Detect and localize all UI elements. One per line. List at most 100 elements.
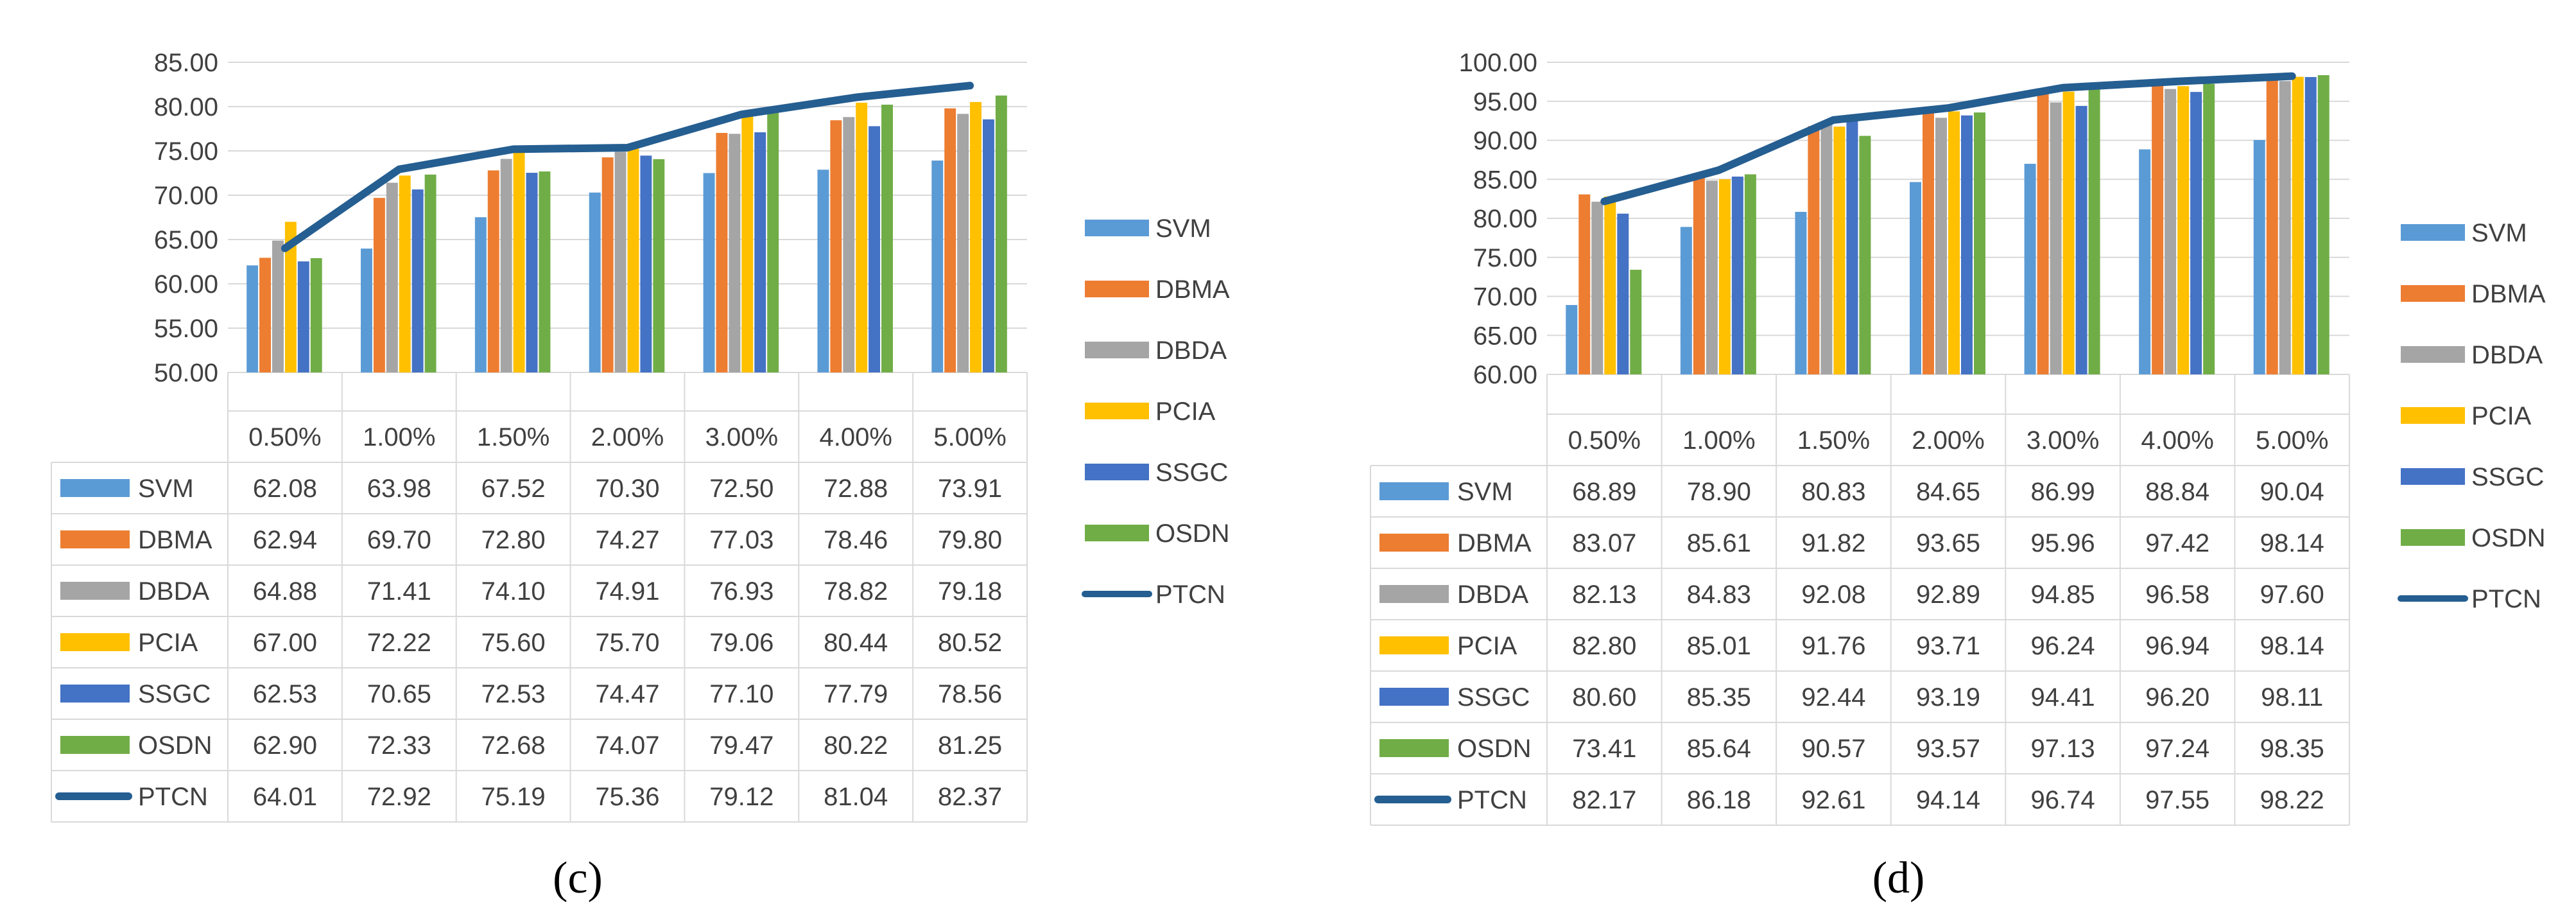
table-row-name: PCIA [138, 629, 198, 657]
legend-key-svm [2401, 224, 2465, 241]
legend-label: SSGC [2471, 463, 2544, 491]
table-cell: 71.41 [367, 577, 431, 606]
table-cell: 80.22 [824, 731, 888, 760]
table-key-dbda [60, 582, 130, 600]
table-cell: 85.64 [1687, 735, 1751, 763]
table-key-dbda [1379, 585, 1449, 603]
table-cell: 79.12 [709, 783, 774, 811]
table-cell: 74.27 [595, 526, 659, 554]
bar-pcia [2062, 91, 2075, 374]
table-cell: 63.98 [367, 475, 431, 503]
table-cell: 74.47 [595, 680, 659, 708]
table-cell: 79.47 [709, 731, 774, 760]
legend-label: SVM [2471, 219, 2527, 247]
table-cell: 72.50 [709, 475, 774, 503]
table-cell: 75.19 [481, 783, 546, 811]
y-tick-label: 70.00 [154, 182, 218, 210]
table-cell: 98.14 [2260, 632, 2324, 660]
table-cell: 67.52 [481, 475, 546, 503]
bar-ssgc [526, 173, 538, 372]
y-tick-label: 90.00 [1473, 127, 1537, 155]
bar-svm [2139, 149, 2151, 374]
bar-osdn [881, 104, 893, 373]
table-cell: 90.57 [1801, 735, 1865, 763]
legend-label: PCIA [1155, 397, 1216, 426]
legend-key-dbda [2401, 346, 2465, 363]
table-cell: 96.58 [2145, 581, 2209, 609]
legend-key-osdn [2401, 529, 2465, 546]
x-tick-label: 1.00% [1682, 426, 1755, 455]
x-tick-label: 0.50% [248, 423, 321, 451]
x-tick-label: 2.00% [591, 423, 664, 451]
bar-dbda [957, 114, 969, 373]
table-cell: 85.35 [1687, 683, 1751, 712]
bar-pcia [741, 114, 754, 373]
bar-dbda [386, 182, 398, 372]
bar-osdn [1859, 135, 1871, 374]
bar-svm [1680, 227, 1692, 374]
bar-svm [361, 249, 372, 372]
table-row-name: DBDA [1457, 581, 1528, 609]
bar-dbda [1591, 202, 1604, 374]
bar-pcia [1604, 196, 1616, 374]
table-cell: 88.84 [2145, 478, 2209, 506]
table-cell: 96.94 [2145, 632, 2209, 660]
bar-pcia [627, 144, 639, 372]
x-tick-label: 4.00% [820, 423, 892, 451]
bar-pcia [1948, 111, 1960, 374]
table-cell: 80.44 [824, 629, 888, 657]
legend-label: PTCN [2471, 585, 2541, 613]
table-cell: 77.03 [709, 526, 774, 554]
bar-dbda [2165, 89, 2177, 375]
table-cell: 68.89 [1572, 478, 1636, 506]
table-row-name: DBDA [138, 577, 209, 606]
bar-pcia [2177, 86, 2190, 374]
table-cell: 74.10 [481, 577, 546, 606]
bar-ssgc [1846, 121, 1858, 374]
table-row-name: SSGC [138, 680, 211, 708]
bar-osdn [653, 159, 665, 373]
table-cell: 96.20 [2145, 683, 2209, 712]
y-tick-label: 95.00 [1473, 88, 1537, 116]
table-cell: 72.88 [824, 475, 888, 503]
y-tick-label: 85.00 [154, 49, 218, 77]
table-cell: 72.68 [481, 731, 546, 760]
legend-key-svm [1085, 220, 1149, 236]
table-row-name: DBMA [1457, 529, 1532, 557]
table-row-name: PTCN [1457, 786, 1527, 814]
table-cell: 78.82 [824, 577, 888, 606]
bar-osdn [1974, 112, 1985, 374]
table-row-name: OSDN [1457, 735, 1532, 763]
table-key-pcia [60, 633, 130, 651]
bar-svm [931, 161, 944, 373]
bar-dbma [944, 108, 956, 372]
table-cell: 98.14 [2260, 529, 2324, 557]
table-cell: 62.08 [253, 475, 317, 503]
legend-label: OSDN [2471, 524, 2546, 552]
bar-ssgc [2304, 76, 2317, 374]
bar-pcia [970, 101, 981, 372]
bar-dbma [2152, 82, 2164, 375]
bar-osdn [2088, 84, 2100, 375]
legend-label: SVM [1155, 214, 1211, 243]
legend-key-pcia [1085, 403, 1149, 419]
y-tick-label: 75.00 [154, 137, 218, 166]
bar-dbma [1693, 174, 1705, 374]
bar-ssgc [297, 261, 309, 372]
x-tick-label: 1.50% [477, 423, 549, 451]
table-cell: 93.65 [1916, 529, 1980, 557]
table-cell: 75.70 [595, 629, 659, 657]
bar-pcia [856, 102, 868, 373]
legend-label: SSGC [1155, 459, 1228, 487]
legend-label: PTCN [1155, 581, 1225, 609]
bar-dbma [1808, 126, 1820, 374]
y-tick-label: 55.00 [154, 315, 218, 343]
legend-label: PCIA [2471, 402, 2532, 430]
x-tick-label: 5.00% [2256, 426, 2328, 455]
y-tick-label: 75.00 [1473, 244, 1537, 272]
table-cell: 97.42 [2145, 529, 2209, 557]
table-cell: 97.13 [2031, 735, 2095, 763]
bar-ssgc [982, 119, 994, 372]
table-cell: 85.61 [1687, 529, 1751, 557]
legend-label: DBDA [1155, 336, 1227, 365]
